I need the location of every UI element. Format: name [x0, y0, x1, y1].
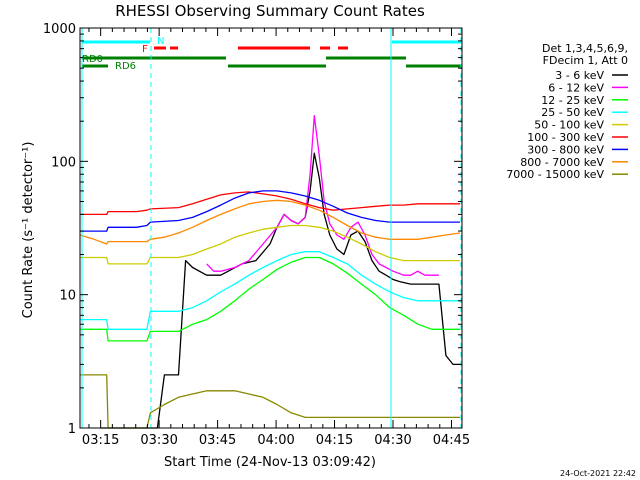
x-tick-label-5: 04:15 [316, 433, 353, 448]
legend-label-2: 6 - 12 keV [548, 81, 604, 94]
series-line-2 [206, 115, 439, 276]
legend-label-7: 300 - 800 keV [527, 143, 604, 156]
legend-header-line-1: Det 1,3,4,5,6,9, [542, 42, 628, 55]
y-tick-label-1: 1 [68, 422, 76, 437]
series-line-8 [79, 199, 461, 245]
timestamp: 24-Oct-2021 22:42 [560, 469, 636, 478]
x-tick-label-3: 03:45 [199, 433, 236, 448]
x-tick-label-4: 04:00 [257, 433, 294, 448]
legend-label-8: 800 - 7000 keV [520, 156, 604, 169]
y-tick-label-2: 10 [59, 289, 76, 304]
series-line-1 [101, 152, 460, 429]
legend-label-9: 7000 - 15000 keV [506, 168, 604, 181]
series-line-3 [80, 256, 460, 342]
x-axis-ticks: 03:15 03:30 03:45 04:00 04:15 04:30 04:45 [82, 28, 470, 448]
x-tick-label-6: 04:30 [374, 433, 411, 448]
flag-label-f: F [142, 44, 148, 55]
chart-title: RHESSI Observing Summary Count Rates [115, 2, 425, 20]
y-tick-label-3: 100 [51, 155, 76, 170]
flag-label-rd6: RD6 [115, 61, 136, 72]
legend-header-line-2: FDecim 1, Att 0 [543, 54, 628, 67]
legend-label-6: 100 - 300 keV [527, 131, 604, 144]
series-line-5 [80, 224, 460, 265]
legend-label-4: 25 - 50 keV [541, 106, 604, 119]
x-tick-label-7: 04:45 [433, 433, 470, 448]
legend-label-5: 50 - 100 keV [534, 119, 604, 132]
plot-frame [79, 27, 463, 429]
series-line-4 [80, 251, 460, 330]
legend: Det 1,3,4,5,6,9, FDecim 1, Att 0 3 - 6 k… [506, 42, 628, 181]
flag-label-rd0: RD0 [82, 54, 103, 65]
legend-label-1: 3 - 6 keV [555, 69, 604, 82]
y-axis-label: Count Rate (s⁻¹ detector⁻¹) [21, 142, 36, 319]
plot-area [79, 27, 463, 429]
y-axis-ticks: 1 10 100 1000 [43, 22, 462, 437]
flag-label-n: N [157, 36, 164, 47]
y-tick-label-4: 1000 [43, 22, 76, 37]
series-line-7 [80, 190, 460, 232]
x-tick-label-2: 03:30 [140, 433, 177, 448]
legend-label-3: 12 - 25 keV [541, 94, 604, 107]
x-axis-label: Start Time (24-Nov-13 03:09:42) [164, 455, 376, 470]
series-line-6 [80, 191, 460, 216]
x-tick-label-1: 03:15 [82, 433, 119, 448]
